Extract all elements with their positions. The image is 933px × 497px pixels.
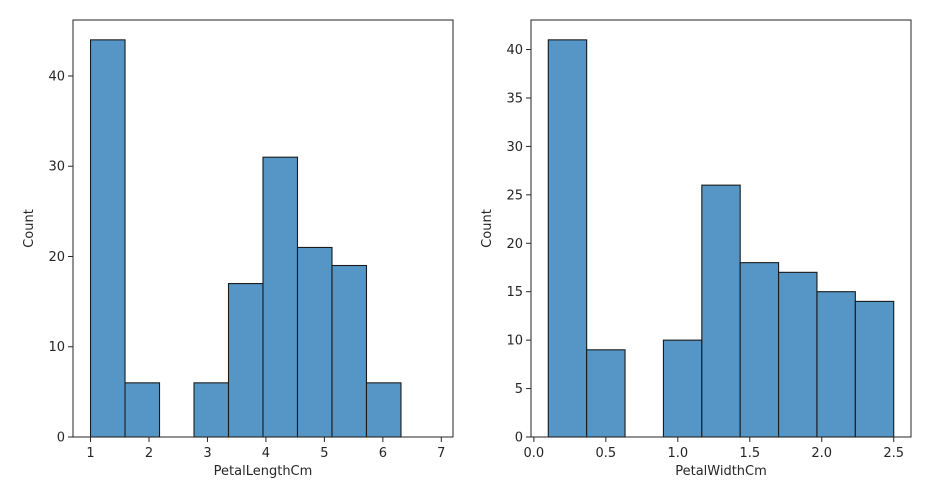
y-tick-label: 30: [506, 140, 523, 155]
x-axis-label: PetalWidthCm: [675, 464, 767, 479]
x-tick-label: 4: [262, 446, 270, 461]
histogram-bar: [854, 300, 895, 438]
x-tick-label: 2.5: [883, 446, 904, 461]
x-tick-label: 3: [203, 446, 211, 461]
x-tick-label: 1.5: [739, 446, 760, 461]
y-tick-label: 20: [48, 250, 65, 265]
histogram-bar: [778, 271, 818, 438]
histogram-bar: [547, 39, 588, 438]
histogram-bar: [124, 382, 161, 438]
x-tick-label: 1: [86, 446, 94, 461]
x-tick-label: 7: [437, 446, 445, 461]
histogram-bar: [816, 291, 856, 438]
x-tick-label: 5: [320, 446, 328, 461]
histogram-bar: [586, 349, 626, 438]
y-tick-label: 40: [48, 69, 65, 84]
histogram-bar: [331, 264, 368, 438]
y-tick-label: 10: [48, 340, 65, 355]
y-tick-label: 5: [515, 382, 523, 397]
petal-length-histogram: 1 2 3 4 5 6 7 0 10 20 30 40 PetalLengthCm Count: [22, 19, 454, 479]
histogram-bar: [701, 184, 741, 438]
histogram-bar: [262, 156, 299, 438]
x-tick-label: 2: [145, 446, 153, 461]
y-tick-label: 15: [506, 285, 523, 300]
y-tick-label: 25: [506, 188, 523, 203]
y-tick-label: 0: [515, 431, 523, 446]
y-tick-label: 40: [506, 43, 523, 58]
y-tick-label: 35: [506, 91, 523, 106]
y-tick-label: 10: [506, 334, 523, 349]
y-tick-label: 30: [48, 160, 65, 175]
y-tick-label: 20: [506, 237, 523, 252]
axes-frame: [530, 19, 912, 438]
petal-width-histogram: 0.0 0.5 1.0 1.5 2.0 2.5 0 5 10 15 20 25 30 35 40 PetalW…: [480, 19, 912, 479]
histogram-bar: [89, 39, 126, 438]
y-axis-label: Count: [480, 209, 495, 248]
histogram-bar: [365, 382, 402, 438]
y-tick-label: 0: [57, 431, 65, 446]
x-tick-label: 0.0: [524, 446, 545, 461]
y-axis-label: Count: [22, 209, 37, 248]
x-tick-label: 1.0: [667, 446, 688, 461]
histogram-bar: [193, 382, 230, 438]
histogram-bar: [227, 283, 264, 438]
histogram-bar: [662, 339, 703, 438]
x-axis-label: PetalLengthCm: [214, 464, 313, 479]
histogram-bar: [296, 246, 333, 438]
axes-frame: [72, 19, 454, 438]
x-tick-label: 0.5: [596, 446, 617, 461]
x-tick-label: 2.0: [811, 446, 832, 461]
histogram-bar: [739, 262, 780, 438]
x-tick-label: 6: [379, 446, 387, 461]
